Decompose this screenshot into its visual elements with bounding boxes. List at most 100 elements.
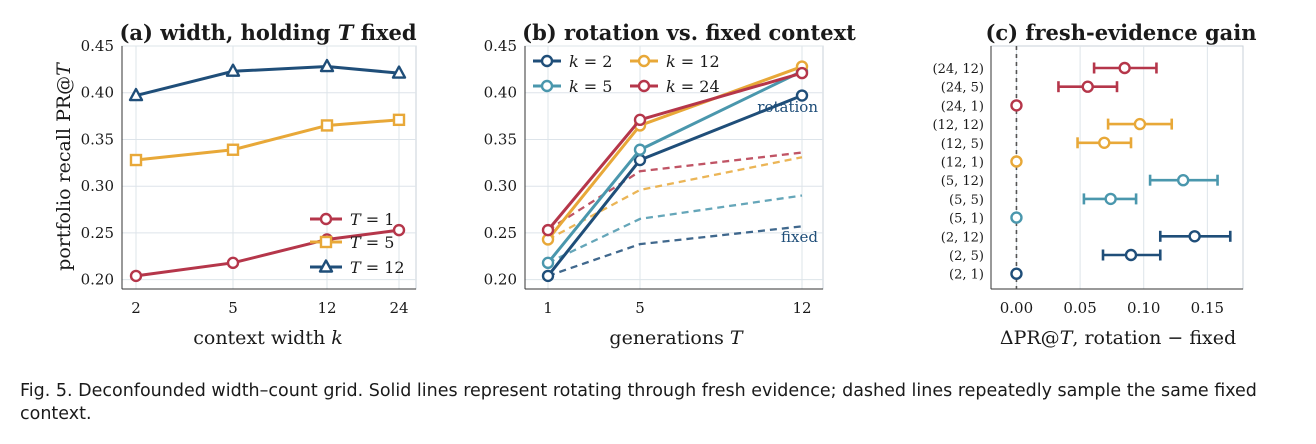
y-tick-label: 0.30 — [484, 177, 517, 195]
y-category-label: (24, 5) — [941, 81, 984, 96]
data-point — [1124, 248, 1138, 262]
y-category-label: (12, 12) — [933, 118, 985, 133]
data-point — [1098, 136, 1111, 150]
legend-swatch-marker — [318, 259, 334, 273]
data-point — [319, 58, 335, 73]
x-axis-label: ΔPR@T, rotation − fixed — [1000, 327, 1236, 349]
fixed-line-0 — [547, 225, 803, 278]
data-point — [541, 223, 555, 237]
legend-swatch-marker — [540, 54, 554, 68]
data-point — [1104, 192, 1117, 206]
data-point — [129, 269, 143, 283]
panel-b-title: (b) rotation vs. fixed context — [522, 20, 856, 45]
data-point — [320, 119, 334, 132]
data-point — [391, 65, 407, 79]
y-tick-label: 0.25 — [81, 224, 114, 242]
x-tick-label: 2 — [131, 299, 141, 317]
x-tick-label: 0.10 — [1127, 299, 1160, 317]
annotation-rotation: rotation — [757, 98, 818, 116]
data-point — [226, 256, 240, 270]
y-tick-label: 0.40 — [484, 84, 517, 102]
data-point — [795, 89, 809, 102]
data-point — [226, 143, 240, 156]
y-category-label: (2, 12) — [941, 230, 984, 245]
y-tick-label: 0.45 — [484, 37, 517, 55]
x-axis-label: generations T — [609, 327, 743, 349]
series-line-0 — [135, 228, 400, 278]
panel-b-rotation-vs-fixed: 0.20 0.25 0.30 0.35 0.40 0.45 1 5 12 (b) rotation… — [484, 20, 857, 349]
y-tick-label: 0.20 — [484, 271, 517, 289]
y-category-label: (24, 12) — [933, 62, 985, 77]
y-tick-label: 0.35 — [484, 130, 517, 148]
data-point — [128, 87, 144, 102]
legend-label: k = 24 — [666, 77, 720, 96]
y-category-label: (2, 1) — [949, 268, 984, 283]
y-axis-label: portfolio recall PR@T — [53, 62, 75, 271]
data-point — [541, 269, 555, 283]
legend-swatch-marker — [637, 79, 651, 93]
annotation-fixed: fixed — [781, 228, 818, 246]
legend-label: T = 1 — [350, 210, 394, 229]
figure-caption: Fig. 5. Deconfounded width–count grid. S… — [20, 381, 1257, 424]
y-tick-label: 0.40 — [81, 84, 114, 102]
y-category-label: (5, 12) — [941, 174, 984, 189]
y-tick-label: 0.35 — [81, 130, 114, 148]
x-tick-label: 5 — [635, 299, 645, 317]
data-point — [1010, 211, 1023, 224]
series-line-2 — [135, 65, 400, 97]
data-point — [1010, 155, 1023, 168]
legend-label: T = 12 — [350, 258, 405, 277]
y-tick-label: 0.45 — [81, 37, 114, 55]
x-tick-label: 12 — [792, 299, 811, 317]
y-category-label: (24, 1) — [941, 99, 984, 114]
legend-swatch-marker — [637, 54, 651, 68]
series-line-1 — [135, 118, 400, 162]
data-point — [392, 113, 406, 127]
legend-swatch-marker — [540, 79, 554, 93]
x-tick-label: 5 — [228, 299, 238, 317]
y-tick-label: 0.30 — [81, 177, 114, 195]
data-point — [633, 153, 647, 167]
x-tick-label: 1 — [543, 299, 553, 317]
y-category-label: (5, 5) — [949, 193, 984, 208]
x-tick-label: 0.00 — [1000, 299, 1033, 317]
y-tick-label: 0.25 — [484, 224, 517, 242]
x-tick-label: 12 — [317, 299, 336, 317]
data-point — [1133, 117, 1147, 131]
panel-a-title: (a) width, holding T fixed — [119, 20, 416, 45]
data-point — [129, 153, 143, 167]
x-tick-label: 24 — [389, 299, 408, 317]
y-category-label: (5, 1) — [949, 212, 984, 227]
y-category-label: (2, 5) — [949, 249, 984, 264]
legend-label: T = 5 — [350, 233, 394, 252]
data-point — [541, 256, 555, 270]
panel-c-fresh-evidence-gain: 0.00 0.05 0.10 0.15 (c) fresh-evidence gain Δ… — [933, 20, 1257, 349]
data-point — [1188, 230, 1201, 243]
data-point — [1176, 173, 1190, 187]
x-tick-label: 0.15 — [1191, 299, 1224, 317]
x-axis-label: context width k — [193, 327, 343, 349]
y-tick-label: 0.20 — [81, 271, 114, 289]
data-point — [795, 66, 809, 80]
data-point — [633, 113, 647, 127]
fixed-line-3 — [547, 151, 803, 232]
legend-swatch-marker — [319, 212, 333, 226]
legend-label: k = 5 — [569, 77, 612, 96]
data-point — [225, 63, 241, 77]
y-category-label: (12, 1) — [941, 156, 984, 171]
data-point — [1010, 99, 1023, 112]
data-point — [1010, 267, 1023, 280]
fixed-line-1 — [547, 194, 803, 264]
panel-a-width: 0.20 0.25 0.30 0.35 0.40 0.45 2 5 12 24 (a) width,… — [53, 20, 417, 349]
legend-label: k = 2 — [569, 52, 612, 71]
panel-c-title: (c) fresh-evidence gain — [985, 20, 1256, 45]
data-point — [392, 223, 406, 237]
legend-label: k = 12 — [666, 52, 720, 71]
y-category-label: (12, 5) — [941, 137, 984, 152]
data-point — [633, 143, 647, 156]
data-point — [1118, 61, 1131, 75]
data-point — [1081, 80, 1094, 93]
legend-swatch-marker — [319, 235, 333, 249]
x-tick-label: 0.05 — [1063, 299, 1096, 317]
